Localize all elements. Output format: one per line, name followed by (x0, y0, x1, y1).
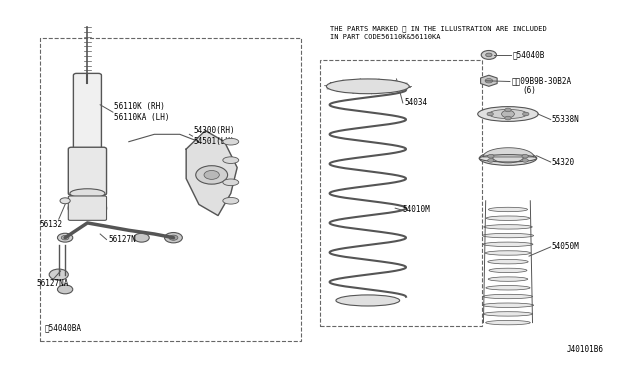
Ellipse shape (488, 207, 527, 212)
Circle shape (505, 116, 511, 120)
Text: 56127N: 56127N (108, 235, 136, 244)
Ellipse shape (489, 268, 527, 273)
Circle shape (134, 233, 149, 242)
Text: ※ⓝ09B9B-30B2A: ※ⓝ09B9B-30B2A (511, 76, 572, 85)
Ellipse shape (483, 294, 532, 299)
Ellipse shape (223, 179, 239, 186)
Circle shape (204, 170, 220, 179)
Circle shape (58, 233, 73, 242)
Polygon shape (186, 131, 237, 215)
Ellipse shape (492, 150, 524, 163)
Ellipse shape (477, 107, 538, 121)
Text: J40101B6: J40101B6 (566, 345, 604, 354)
Ellipse shape (486, 320, 531, 325)
Text: 54050M: 54050M (552, 243, 580, 251)
Ellipse shape (223, 138, 239, 145)
FancyBboxPatch shape (74, 73, 101, 151)
Ellipse shape (488, 260, 528, 264)
Ellipse shape (326, 79, 409, 94)
Text: ※54040B: ※54040B (513, 51, 545, 60)
Ellipse shape (483, 242, 533, 247)
Ellipse shape (483, 233, 534, 238)
Ellipse shape (223, 198, 239, 204)
Ellipse shape (483, 303, 534, 307)
FancyBboxPatch shape (68, 196, 106, 220)
Circle shape (68, 197, 106, 219)
Circle shape (481, 51, 497, 60)
Text: 54010M: 54010M (403, 205, 431, 215)
Circle shape (523, 112, 529, 116)
Circle shape (169, 235, 178, 240)
Text: 56132: 56132 (40, 220, 63, 229)
Text: 54320: 54320 (552, 157, 575, 167)
Ellipse shape (488, 277, 528, 281)
Ellipse shape (483, 312, 532, 316)
Ellipse shape (336, 295, 399, 306)
Ellipse shape (70, 189, 105, 198)
Circle shape (485, 78, 493, 83)
Circle shape (488, 158, 494, 162)
Text: 54300(RH)
54501(LH): 54300(RH) 54501(LH) (194, 126, 236, 146)
Circle shape (196, 166, 228, 184)
Text: 56127NA: 56127NA (36, 279, 69, 288)
Ellipse shape (484, 225, 532, 229)
Circle shape (60, 198, 70, 204)
Circle shape (486, 53, 492, 57)
FancyBboxPatch shape (68, 147, 106, 195)
Text: THE PARTS MARKED ※ IN THE ILLUSTRATION ARE INCLUDED
IN PART CODE56110K&56110KA: THE PARTS MARKED ※ IN THE ILLUSTRATION A… (330, 25, 547, 40)
Circle shape (487, 112, 493, 116)
Text: 54034: 54034 (404, 99, 428, 108)
Ellipse shape (479, 151, 537, 165)
Ellipse shape (486, 286, 530, 290)
Text: (6): (6) (523, 86, 536, 94)
Circle shape (49, 269, 68, 280)
Circle shape (61, 235, 69, 240)
Text: 55338N: 55338N (552, 115, 580, 124)
Text: ※54040BA: ※54040BA (45, 324, 82, 333)
Circle shape (164, 232, 182, 243)
Ellipse shape (489, 109, 527, 119)
Circle shape (502, 110, 515, 118)
Circle shape (488, 154, 494, 158)
Ellipse shape (485, 251, 531, 255)
Text: 56110K (RH)
56110KA (LH): 56110K (RH) 56110KA (LH) (114, 102, 170, 122)
Circle shape (505, 108, 511, 112)
Ellipse shape (223, 157, 239, 163)
Circle shape (522, 154, 528, 158)
Circle shape (522, 158, 528, 162)
Circle shape (58, 285, 73, 294)
Ellipse shape (486, 216, 530, 220)
